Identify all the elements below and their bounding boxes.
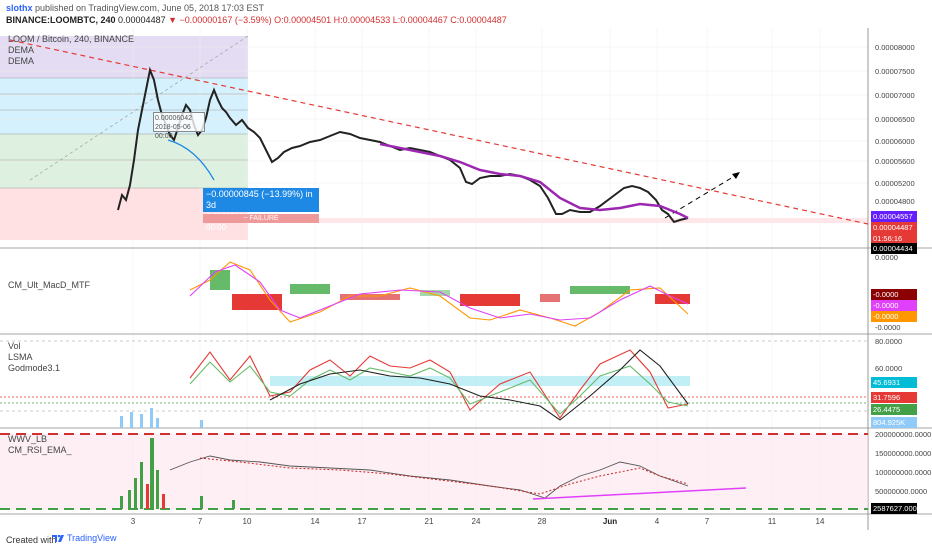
measure-curve xyxy=(167,139,215,181)
created-with-label: Created with xyxy=(6,535,57,545)
price-change: ▼ −0.00000167 (−3.59%) xyxy=(168,15,272,25)
fib-extension-band xyxy=(248,218,868,223)
note-date: 2018-05-06 00:00 xyxy=(155,124,191,140)
price-axis-label: 0.00007000 xyxy=(875,91,915,100)
vol-axis-label: 60.0000 xyxy=(875,364,903,373)
measure-tooltip[interactable]: −0.00000845 (−13.99%) in 3d 0.00005196 @… xyxy=(203,188,319,232)
ohlc-values: O:0.00004501 H:0.00004533 L:0.00004467 C… xyxy=(274,15,507,25)
wwv-axis-label: 200000000.0000 xyxy=(875,430,932,439)
tradingview-logo[interactable]: TradingView xyxy=(52,533,117,543)
price-axis-label: 0.00008000 xyxy=(875,43,915,52)
x-axis-tick: 7 xyxy=(704,517,710,526)
vol-tag: 45.6931 xyxy=(871,377,917,388)
rsi-line xyxy=(169,455,689,499)
godmode-indicator[interactable]: Godmode3.1 xyxy=(8,363,61,373)
price-axis-label: 0.00006000 xyxy=(875,137,915,146)
price-note[interactable]: 0.00006042 2018-05-06 00:00 xyxy=(153,112,205,140)
price-axis-label: 0.00005200 xyxy=(875,179,915,188)
tradingview-brand: TradingView xyxy=(67,533,117,543)
dema-price-tag: 0.00004557 xyxy=(871,211,917,222)
wwv-pane-bg xyxy=(0,434,868,510)
vol-axis-label: 80.0000 xyxy=(875,337,903,346)
x-axis-tick: 7 xyxy=(197,517,203,526)
projection-arrowhead xyxy=(732,172,740,179)
measure-result: − FAILURE xyxy=(203,214,319,223)
x-axis-tick: 21 xyxy=(424,517,434,526)
publish-info: slothx published on TradingView.com, Jun… xyxy=(6,3,264,13)
macd-histogram xyxy=(210,270,690,310)
tradingview-icon xyxy=(52,534,64,542)
x-axis-tick: 17 xyxy=(357,517,367,526)
signal-line xyxy=(189,264,689,321)
main-pane-title[interactable]: LOOM / Bitcoin, 240, BINANCE xyxy=(8,34,135,44)
author-link[interactable]: slothx xyxy=(6,3,33,13)
x-axis-tick: 11 xyxy=(767,517,777,526)
vol-tag: 804.925K xyxy=(871,417,917,428)
wwv-tag: 2587627.0000 xyxy=(871,503,921,514)
x-axis-tick: 28 xyxy=(537,517,547,526)
x-axis-tick: 3 xyxy=(130,517,136,526)
volume-bars xyxy=(120,408,203,428)
wwv-axis-label: 150000000.0000 xyxy=(875,449,932,458)
green-oscillator xyxy=(189,361,689,415)
vol-tag: 26.4475 xyxy=(871,404,917,415)
downtrend-line xyxy=(9,39,869,225)
macd-indicator-title[interactable]: CM_Ult_MacD_MTF xyxy=(8,280,91,290)
wwv-bars xyxy=(120,438,235,509)
macd-axis-label: -0.0000 xyxy=(875,323,901,332)
rsi-trendline xyxy=(532,487,747,500)
dema-indicator-2[interactable]: DEMA xyxy=(8,56,35,66)
countdown-tag: 01:56:16 xyxy=(871,233,917,244)
price-axis-label: 0.00007500 xyxy=(875,67,915,76)
red-oscillator xyxy=(189,349,689,419)
vol-indicator[interactable]: Vol xyxy=(8,341,21,351)
wwv-indicator[interactable]: WWV_LB xyxy=(8,434,48,444)
macd-tag: -0.0000 xyxy=(871,300,917,311)
footer: Created with TradingView xyxy=(0,530,932,550)
price-candles xyxy=(117,66,689,224)
price-axis-label: 0.00006500 xyxy=(875,115,915,124)
price-axis-label: 0.00004800 xyxy=(875,197,915,206)
x-axis-tick: 4 xyxy=(654,517,660,526)
last-price-tag: 0.00004487 xyxy=(871,222,917,233)
x-axis-tick: Jun xyxy=(602,517,618,526)
x-axis-tick: 24 xyxy=(471,517,481,526)
price-axis-label: 0.00005600 xyxy=(875,157,915,166)
note-price: 0.00006042 xyxy=(155,115,192,122)
macd-axis-label: 0.0000 xyxy=(875,253,898,262)
rsi-ema-line xyxy=(199,457,689,495)
fib-zone-blue xyxy=(0,78,248,134)
symbol-info: BINANCE:LOOMBTC, 240 0.00004487 ▼ −0.000… xyxy=(6,15,507,25)
chart-canvas[interactable] xyxy=(0,28,932,530)
measure-change: −0.00000845 (−13.99%) in 3d xyxy=(206,189,313,210)
vol-tag: 31.7596 xyxy=(871,392,917,403)
macd-tag: -0.0000 xyxy=(871,311,917,322)
fib-levels xyxy=(0,77,248,189)
x-axis-tick: 14 xyxy=(310,517,320,526)
wwv-axis-label: 100000000.0000 xyxy=(875,468,932,477)
macd-tag: -0.0000 xyxy=(871,289,917,300)
dema-indicator-1[interactable]: DEMA xyxy=(8,45,35,55)
published-text: published on TradingView.com, June 05, 2… xyxy=(32,3,265,13)
lsma-indicator[interactable]: LSMA xyxy=(8,352,33,362)
x-axis-tick: 10 xyxy=(242,517,252,526)
x-axis-tick: 14 xyxy=(815,517,825,526)
last-price: 0.00004487 xyxy=(118,15,166,25)
low-price-tag: 0.00004434 xyxy=(871,243,917,254)
wwv-red-bars xyxy=(146,484,165,509)
wwv-axis-label: 50000000.0000 xyxy=(875,487,928,496)
symbol-label[interactable]: BINANCE:LOOMBTC, 240 xyxy=(6,15,116,25)
dema-line xyxy=(379,142,689,220)
rsi-ema-indicator[interactable]: CM_RSI_EMA_ xyxy=(8,445,72,455)
fib-anchor-line xyxy=(29,35,249,181)
black-oscillator xyxy=(269,349,689,421)
chart-header: slothx published on TradingView.com, Jun… xyxy=(0,0,932,28)
cloud-band xyxy=(270,376,690,386)
